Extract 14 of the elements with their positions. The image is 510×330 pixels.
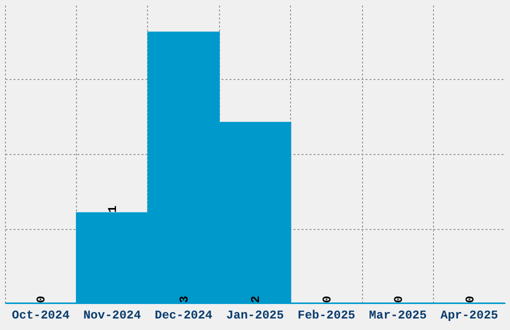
data-label: 0 [463,296,478,303]
data-label: 2 [249,296,263,303]
x-tick-label: Oct-2024 [12,308,70,322]
x-tick-label: Dec-2024 [154,308,212,322]
data-label: 3 [178,296,192,303]
x-tick-label: Jan-2025 [226,308,284,322]
data-label: 0 [320,296,334,303]
data-label: 0 [34,296,49,303]
x-tick-label: Apr-2025 [440,308,498,322]
x-tick-label: Mar-2025 [369,308,427,322]
data-label: 0 [392,296,406,303]
x-tick-label: Feb-2025 [298,308,356,322]
data-label: 1 [106,205,120,213]
x-tick-label: Nov-2024 [83,308,141,322]
